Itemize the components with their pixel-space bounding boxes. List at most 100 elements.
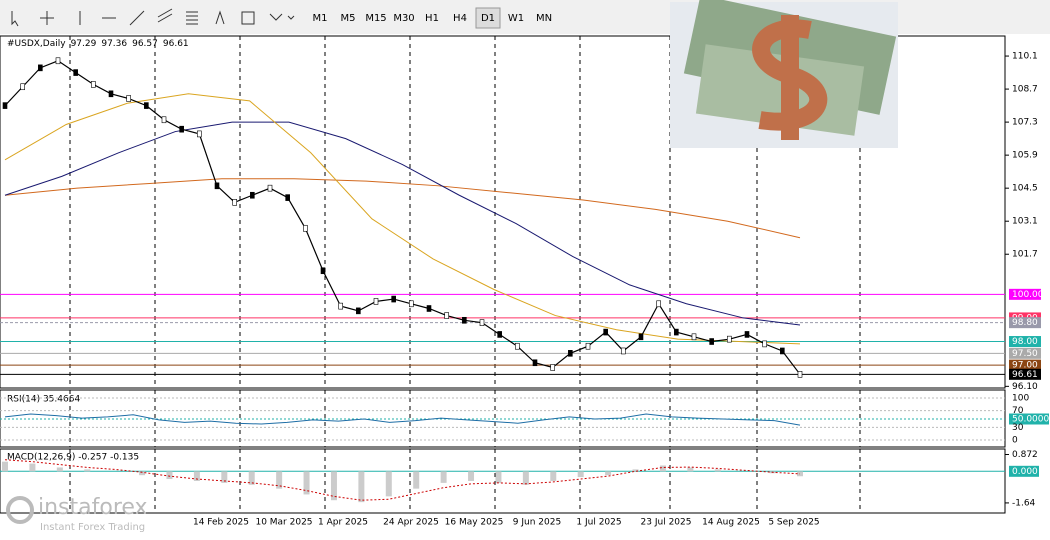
candle [656,300,661,308]
level-tag [1009,347,1041,359]
date-label: 5 Sep 2025 [768,518,819,528]
candle [20,83,25,91]
macd-bar [303,471,310,495]
macd-bar [440,471,447,483]
macd-bar [385,471,392,497]
timeframe-button[interactable]: W1 [508,13,524,24]
candle [91,81,96,88]
crosshair-tool[interactable] [40,11,54,25]
macd-tick: 0.000 [1012,467,1038,477]
label-tool[interactable] [241,11,255,25]
date-label: 16 May 2025 [445,518,504,528]
timeframe-button[interactable]: M15 [365,13,386,24]
timeframe-button[interactable]: M5 [341,13,356,24]
fibo-tool[interactable] [186,11,198,25]
date-label: 14 Aug 2025 [702,518,760,528]
trendline-tool[interactable] [129,10,145,26]
macd-bar [29,463,36,472]
moving-average [4,178,801,239]
macd-bar [522,471,529,485]
timeframe-button[interactable]: H4 [453,13,467,24]
date-label: 9 Jun 2025 [513,518,561,528]
macd-tick: -1.64 [1012,498,1036,508]
rsi-tick: 30 [1012,423,1024,433]
level-tag [1009,317,1041,329]
candle [479,319,485,326]
candle [727,335,732,343]
date-label: 14 Feb 2025 [193,518,249,528]
price-label: 103.1 [1012,217,1038,227]
candle [161,116,167,124]
candle [762,340,767,348]
level-tag [1009,336,1041,348]
timeframe-button[interactable]: M30 [393,13,414,24]
macd-bar [605,471,612,476]
candle [550,364,555,371]
candle [621,347,626,355]
active-timeframe [475,7,501,29]
rsi-tick: 0 [1012,436,1018,446]
candle [585,342,591,350]
macd-bar [193,471,200,481]
channel-tool[interactable] [157,8,173,23]
level-tag [1009,359,1041,371]
candle [73,69,78,76]
candle [55,57,61,65]
price-line [4,60,801,375]
date-label: 23 Jul 2025 [641,518,692,528]
timeframe-button[interactable]: M1 [313,13,328,24]
news-photo [670,0,898,148]
macd-panel [0,448,1006,514]
macd-bar [56,467,63,472]
candle [320,267,326,275]
price-label: 110.1 [1012,52,1038,62]
date-label: 1 Apr 2025 [318,518,368,528]
candle [603,328,608,336]
watermark: instaforex Instant Forex Trading [6,495,148,533]
candle [144,102,149,109]
candle [638,333,644,341]
header-field: #USDX,Daily [7,39,66,49]
macd-bar [714,469,721,472]
macd-bar [468,471,475,481]
macd-bar [139,471,146,476]
rsi-tag [1009,413,1049,425]
candle [462,316,467,324]
tagline: Instant Forex Trading [40,522,145,533]
rsi-tick: 70 [1012,406,1024,416]
candle [497,331,502,338]
shapes-tool[interactable] [269,13,295,21]
candle [267,184,273,192]
rsi-line [4,413,801,426]
text-tool[interactable] [215,10,225,25]
candle [232,199,237,206]
candle [356,307,361,315]
candle [409,300,414,308]
timeframe-button[interactable]: MN [536,13,552,24]
macd-bar [221,471,228,483]
candle [214,182,220,190]
candle [444,312,449,319]
candle [515,342,520,350]
date-label: 1 Jul 2025 [576,518,621,528]
macd-bar [330,471,337,501]
level-label: 98.00 [1012,337,1038,347]
header-field: 96.61 [163,39,189,49]
timeframe-button[interactable]: D1 [481,13,495,24]
tool-icons [11,8,295,27]
macd-label: MACD(12,26,9) -0.257 -0.135 [7,453,139,463]
symbol-header: #USDX,Daily 97.29 97.36 96.57 96.61 [7,39,189,49]
candle [797,371,803,378]
price-label: 104.5 [1012,184,1038,194]
candle [674,328,679,336]
price-label: 107.3 [1012,118,1038,128]
price-label: 96.10 [1012,382,1038,392]
rsi-label: RSI(14) 35.4664 [7,395,80,405]
macd-bar [248,471,255,485]
macd-bar [632,469,639,472]
candle [744,331,750,338]
price-label: 101.7 [1012,250,1038,260]
cursor-tool[interactable] [11,11,19,27]
timeframe-button[interactable]: H1 [425,13,439,24]
